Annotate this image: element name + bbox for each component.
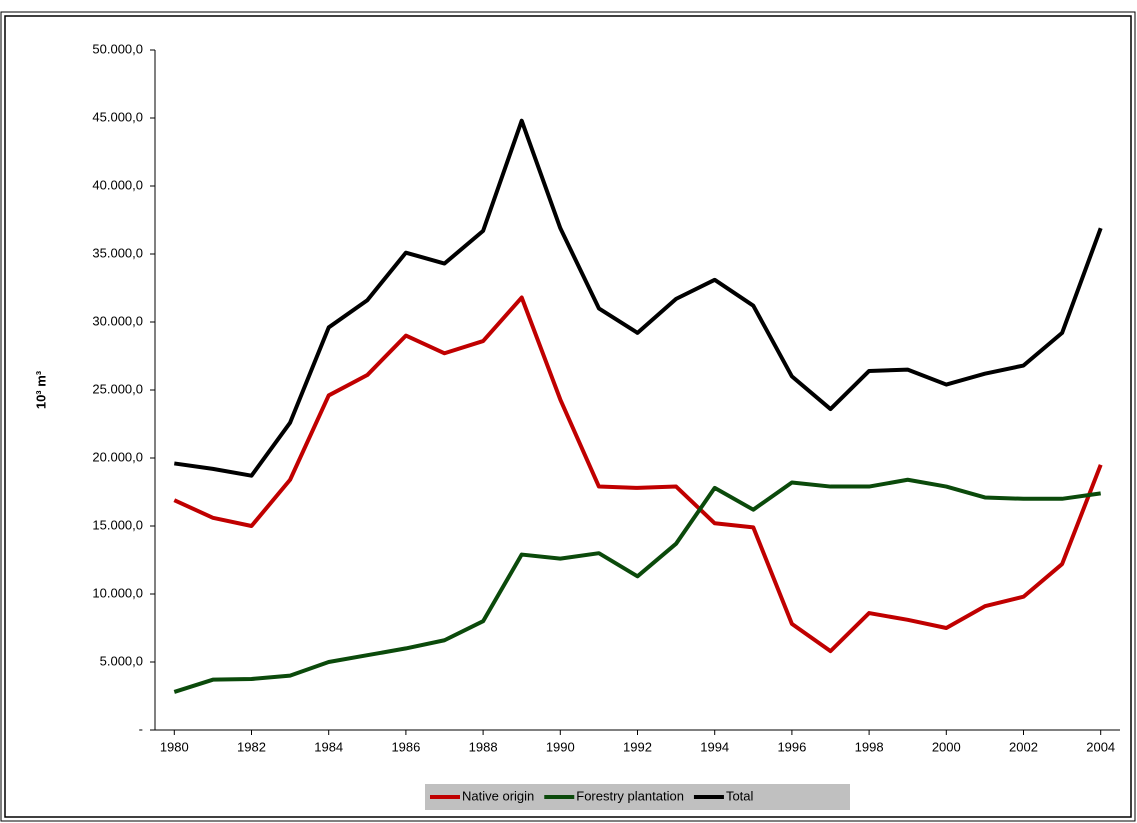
y-tick-label: 25.000,0 <box>92 381 143 396</box>
outer-border <box>0 11 1136 822</box>
y-axis-label: 10³ m³ <box>33 370 48 409</box>
y-tick-label: 45.000,0 <box>92 109 143 124</box>
x-tick-label: 2004 <box>1086 739 1115 754</box>
x-tick-label: 1988 <box>469 739 498 754</box>
series-line <box>173 295 1103 654</box>
y-tick-label: 50.000,0 <box>92 41 143 56</box>
legend-label: Total <box>726 788 754 803</box>
y-tick-label: - <box>139 721 143 736</box>
y-tick-label: 40.000,0 <box>92 177 143 192</box>
series-line <box>174 118 1103 478</box>
x-tick-label: 1982 <box>237 739 266 754</box>
x-tick-label: 2002 <box>1009 739 1038 754</box>
x-tick-label: 1990 <box>546 739 575 754</box>
inner-border <box>4 15 1132 818</box>
x-tick-label: 1984 <box>314 739 343 754</box>
legend-box <box>425 784 850 810</box>
x-tick-label: 1998 <box>855 739 884 754</box>
x-tick-label: 2000 <box>932 739 961 754</box>
y-tick-label: 10.000,0 <box>92 585 143 600</box>
y-tick-label: 35.000,0 <box>92 245 143 260</box>
x-tick-label: 1992 <box>623 739 652 754</box>
x-tick-label: 1980 <box>160 739 189 754</box>
x-tick-label: 1994 <box>700 739 729 754</box>
x-tick-label: 1996 <box>777 739 806 754</box>
legend-label: Native origin <box>462 788 534 803</box>
y-tick-label: 5.000,0 <box>100 653 143 668</box>
legend-label: Forestry plantation <box>576 788 684 803</box>
series-line <box>173 477 1101 694</box>
y-tick-label: 15.000,0 <box>92 517 143 532</box>
y-tick-label: 20.000,0 <box>92 449 143 464</box>
y-tick-label: 30.000,0 <box>92 313 143 328</box>
x-tick-label: 1986 <box>391 739 420 754</box>
